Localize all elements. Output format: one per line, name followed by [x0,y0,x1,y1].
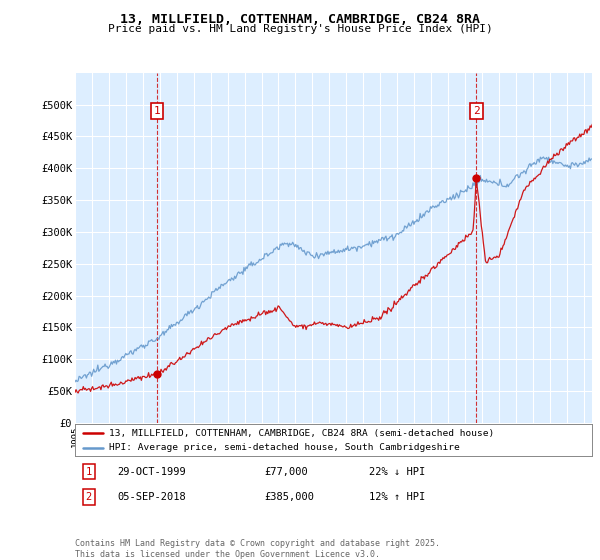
Text: 22% ↓ HPI: 22% ↓ HPI [369,466,425,477]
Text: Contains HM Land Registry data © Crown copyright and database right 2025.
This d: Contains HM Land Registry data © Crown c… [75,539,440,559]
Text: 12% ↑ HPI: 12% ↑ HPI [369,492,425,502]
Text: 1: 1 [86,466,92,477]
Text: HPI: Average price, semi-detached house, South Cambridgeshire: HPI: Average price, semi-detached house,… [109,444,460,452]
Text: 05-SEP-2018: 05-SEP-2018 [117,492,186,502]
Text: 29-OCT-1999: 29-OCT-1999 [117,466,186,477]
Text: 13, MILLFIELD, COTTENHAM, CAMBRIDGE, CB24 8RA (semi-detached house): 13, MILLFIELD, COTTENHAM, CAMBRIDGE, CB2… [109,428,494,437]
Text: Price paid vs. HM Land Registry's House Price Index (HPI): Price paid vs. HM Land Registry's House … [107,24,493,34]
Text: 1: 1 [154,106,160,116]
Text: 13, MILLFIELD, COTTENHAM, CAMBRIDGE, CB24 8RA: 13, MILLFIELD, COTTENHAM, CAMBRIDGE, CB2… [120,13,480,26]
Text: £77,000: £77,000 [264,466,308,477]
Text: 2: 2 [473,106,480,116]
Text: 2: 2 [86,492,92,502]
Text: £385,000: £385,000 [264,492,314,502]
